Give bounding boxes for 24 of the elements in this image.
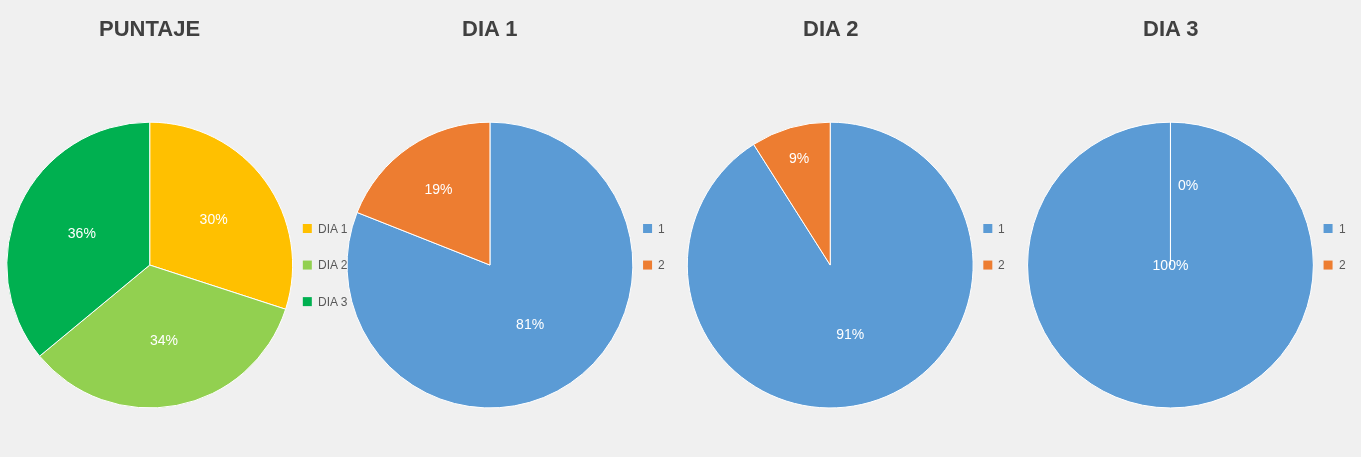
legend-label: 2 [998,258,1005,272]
text: 0% [1178,177,1199,193]
data-label: 91% [836,325,865,342]
legend-label: 1 [658,222,665,236]
legend-label: DIA 1 [318,222,348,236]
legend-label: 2 [1339,258,1346,272]
legend-label: 2 [658,258,665,272]
chart-title: DIA 1 [462,16,518,41]
chart-title: DIA 2 [803,16,859,41]
chart-title: DIA 3 [1143,16,1199,41]
data-label: 34% [149,331,178,348]
data-label: 81% [516,316,545,333]
legend-label: 1 [998,222,1005,236]
data-label: 9% [788,149,810,166]
legend-label: DIA 2 [318,258,348,272]
pie-slice [686,121,974,409]
chart-title: PUNTAJE [99,16,201,41]
pie-slice [346,121,634,409]
data-label: 19% [424,181,453,198]
legend-label: DIA 3 [318,295,348,309]
data-label: 100% [1152,257,1189,274]
data-label: 36% [67,225,96,242]
legend-label: 1 [1339,222,1346,236]
data-label: 30% [199,210,228,227]
